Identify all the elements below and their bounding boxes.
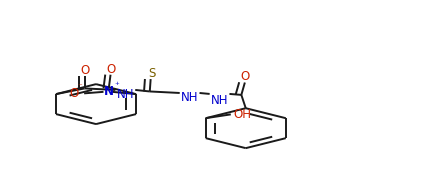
Text: O: O [80, 64, 89, 77]
Text: ⁻: ⁻ [78, 82, 82, 91]
Text: OH: OH [233, 108, 251, 121]
Text: N: N [104, 85, 114, 98]
Text: O: O [70, 87, 79, 100]
Text: O: O [240, 70, 249, 83]
Text: NH: NH [117, 88, 134, 101]
Text: O: O [106, 63, 115, 76]
Text: ⁺: ⁺ [114, 81, 119, 90]
Text: S: S [148, 67, 155, 80]
Text: NH: NH [181, 91, 198, 104]
Text: NH: NH [210, 94, 228, 107]
